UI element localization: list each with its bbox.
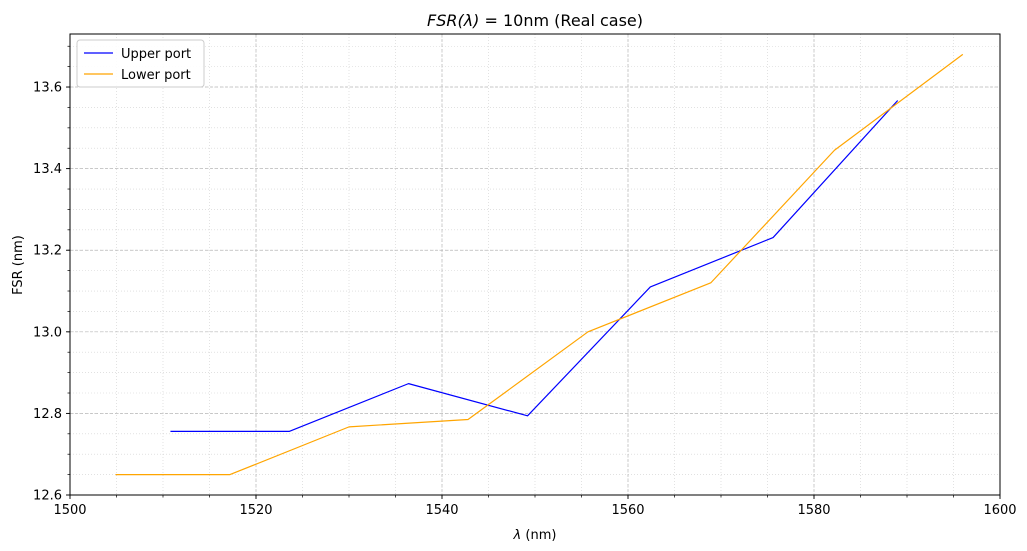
ticks-layer xyxy=(66,45,1001,499)
y-tick-label: 12.6 xyxy=(33,489,62,504)
y-tick-label: 13.6 xyxy=(33,81,62,96)
chart-title: FSR(λ) = 10nm (Real case) xyxy=(427,11,643,30)
x-tick-label: 1540 xyxy=(425,503,458,518)
y-tick-label: 13.0 xyxy=(33,325,62,340)
legend-label-upper-port: Upper port xyxy=(121,47,191,62)
y-tick-labels: 12.6 12.8 13.0 13.2 13.4 13.6 xyxy=(33,81,62,504)
chart-title-main: FSR(λ) xyxy=(427,11,479,30)
legend: Upper port Lower port xyxy=(76,39,205,88)
series-layer xyxy=(115,53,964,476)
x-axis-label: λ (nm) xyxy=(513,528,557,543)
y-tick-label: 13.4 xyxy=(33,162,62,177)
x-tick-label: 1520 xyxy=(239,503,272,518)
x-tick-label: 1500 xyxy=(53,503,86,518)
legend-label-lower-port: Lower port xyxy=(121,68,191,83)
x-axis-label-unit: (nm) xyxy=(521,528,556,543)
legend-box xyxy=(76,39,205,88)
y-axis-label: FSR (nm) xyxy=(11,235,26,295)
chart-title-rest: = 10nm (Real case) xyxy=(479,11,643,30)
y-tick-label: 13.2 xyxy=(33,244,62,259)
x-tick-labels: 1500 1520 1540 1560 1580 1600 xyxy=(53,503,1016,518)
x-tick-label: 1560 xyxy=(611,503,644,518)
series-line-1 xyxy=(115,53,964,476)
y-tick-label: 12.8 xyxy=(33,407,62,422)
x-tick-label: 1600 xyxy=(983,503,1016,518)
minor-grid xyxy=(69,34,1001,496)
x-tick-label: 1580 xyxy=(797,503,830,518)
series-line-0 xyxy=(170,100,899,432)
x-axis-label-symbol: λ xyxy=(513,528,522,543)
